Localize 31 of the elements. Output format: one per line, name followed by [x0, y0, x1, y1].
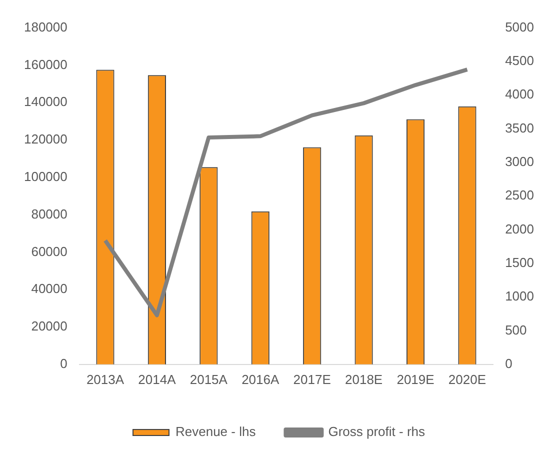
y-tick-label: 40000: [31, 281, 68, 296]
y-tick-label: 60000: [31, 244, 68, 259]
y-tick-label: 20000: [31, 318, 68, 334]
x-tick-label: 2014A: [138, 372, 176, 387]
y-tick-label: 120000: [24, 132, 68, 147]
y2-tick-label: 1500: [505, 255, 534, 270]
y2-tick-label: 0: [505, 356, 512, 371]
x-tick-label: 2013A: [86, 372, 124, 387]
x-tick-label: 2015A: [190, 372, 228, 387]
x-tick-label: 2020E: [448, 372, 486, 387]
y2-tick-label: 500: [505, 322, 527, 338]
x-tick-label: 2016A: [242, 372, 280, 387]
y2-tick-label: 2000: [505, 221, 534, 236]
y-tick-label: 0: [60, 356, 68, 371]
y2-tick-label: 3500: [505, 120, 534, 136]
x-tick-label: 2017E: [293, 372, 332, 387]
y-tick-label: 100000: [24, 168, 68, 184]
y2-tick-label: 2500: [505, 188, 534, 203]
y-tick-label: 160000: [24, 56, 68, 72]
y2-tick-label: 1000: [505, 288, 534, 304]
y2-tick-label: 4500: [505, 53, 534, 68]
y-tick-label: 180000: [24, 19, 68, 34]
x-tick-label: 2018E: [345, 372, 383, 387]
x-tick-label: 2019E: [396, 372, 435, 387]
y2-tick-label: 4000: [505, 86, 534, 102]
y-tick-label: 80000: [31, 206, 68, 222]
legend-label: Gross profit - rhs: [328, 424, 426, 440]
y2-tick-label: 3000: [505, 154, 534, 170]
y-tick-label: 140000: [24, 94, 68, 110]
legend-label: Revenue - lhs: [176, 424, 256, 440]
y2-tick-label: 5000: [505, 19, 534, 34]
